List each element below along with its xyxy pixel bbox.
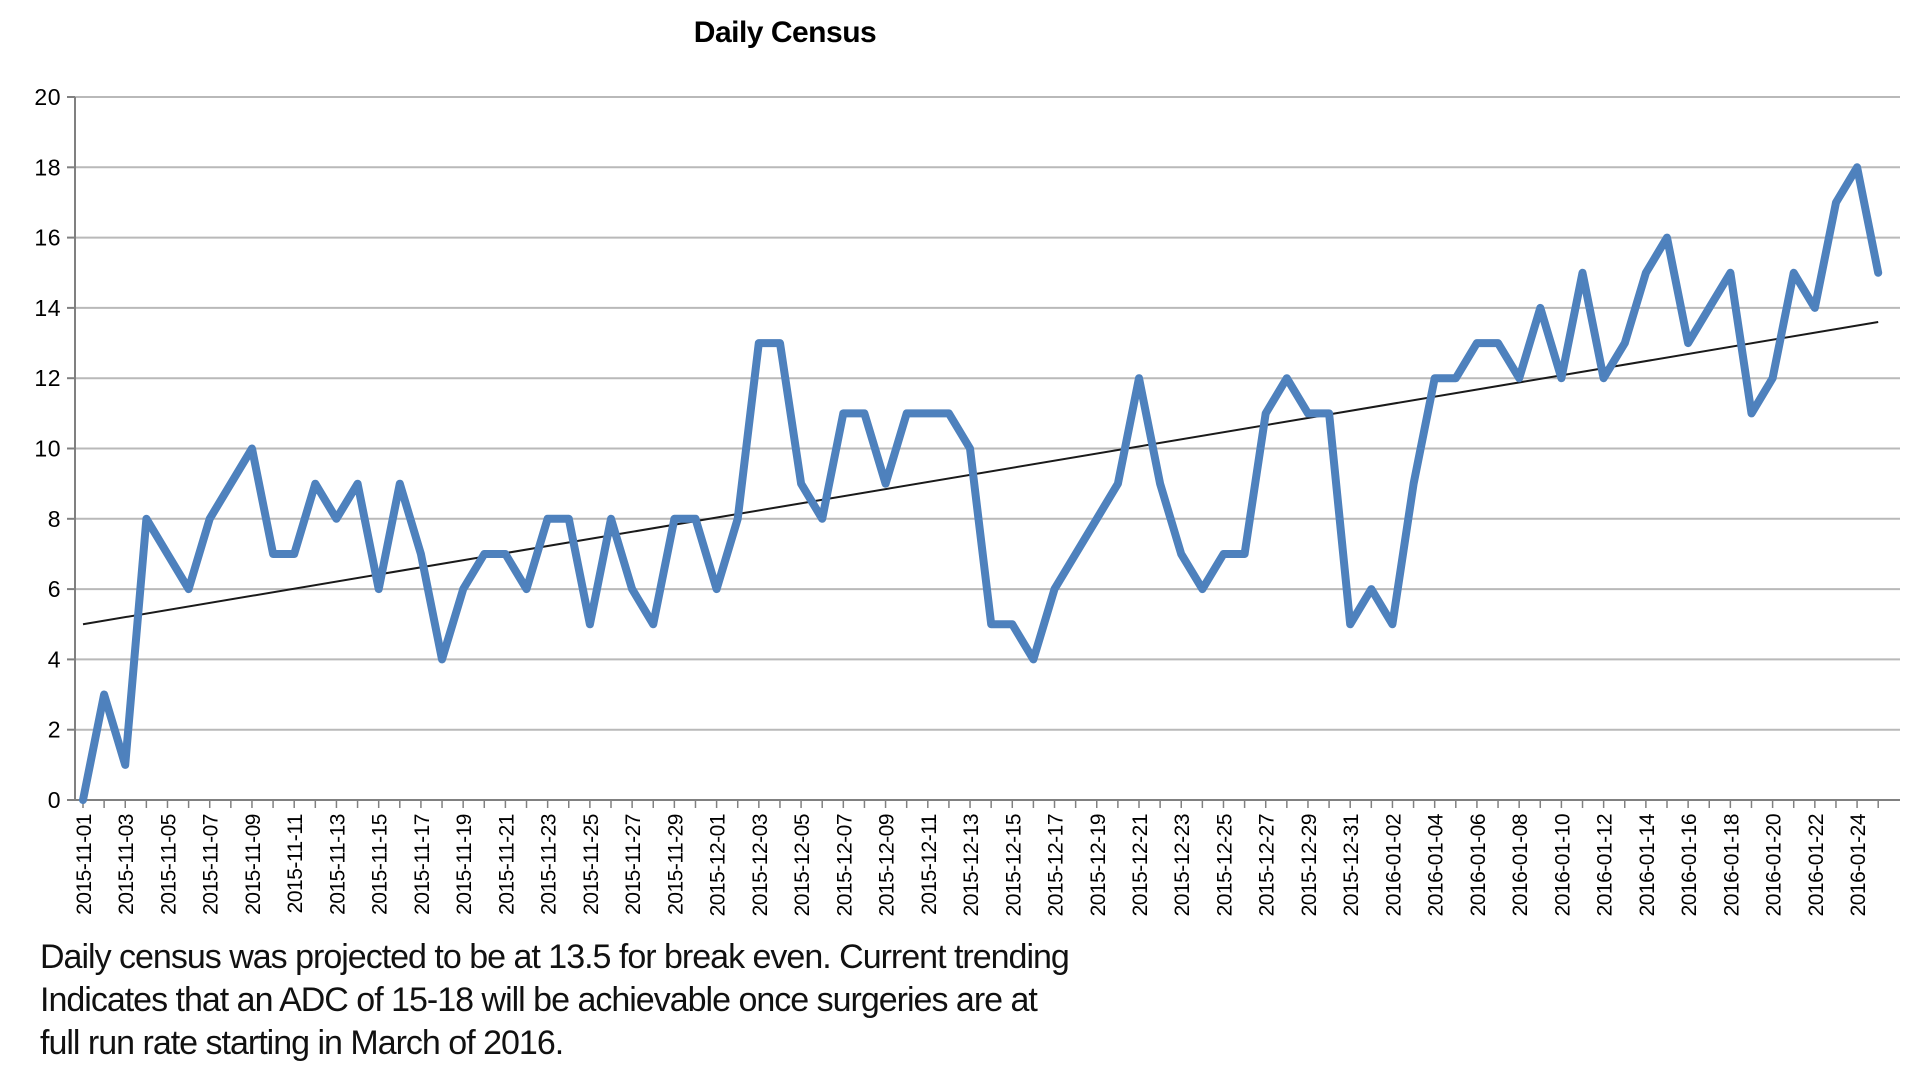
annotation-line-2: Indicates that an ADC of 15-18 will be a…	[40, 981, 1038, 1019]
x-axis-label: 2015-12-25	[1213, 814, 1236, 916]
annotation-text: Daily census was projected to be at 13.5…	[40, 936, 1070, 1065]
x-axis-label: 2016-01-02	[1382, 814, 1405, 916]
x-axis-label: 2015-11-19	[453, 814, 476, 915]
x-axis-label: 2016-01-06	[1467, 814, 1490, 916]
x-axis-label: 2015-11-23	[538, 814, 561, 915]
y-axis-label: 6	[48, 576, 61, 602]
annotation-line-3: full run rate starting in March of 2016.	[40, 1024, 564, 1062]
x-axis-label: 2016-01-10	[1551, 814, 1574, 916]
x-axis-label: 2015-12-07	[833, 814, 856, 916]
y-axis-label: 2	[48, 717, 61, 743]
x-axis-label: 2015-12-21	[1129, 814, 1152, 916]
y-axis-label: 4	[48, 646, 61, 672]
x-axis-label: 2015-12-19	[1087, 814, 1110, 916]
x-axis-label: 2016-01-24	[1847, 813, 1870, 916]
x-axis-label: 2015-11-21	[495, 814, 518, 915]
x-axis-label: 2016-01-08	[1509, 814, 1532, 916]
x-axis-label: 2016-01-20	[1763, 814, 1786, 916]
x-axis-label: 2016-01-18	[1720, 814, 1743, 916]
y-axis-label: 10	[34, 436, 61, 462]
x-axis-label: 2016-01-22	[1805, 814, 1828, 916]
x-axis-label: 2015-12-03	[749, 814, 772, 916]
x-axis-label: 2015-12-29	[1298, 814, 1321, 916]
x-axis-label: 2016-01-16	[1678, 814, 1701, 916]
annotation-line-1: Daily census was projected to be at 13.5…	[40, 938, 1070, 976]
y-axis-label: 18	[34, 154, 61, 180]
x-axis-label: 2015-11-11	[284, 814, 307, 913]
y-axis-label: 16	[34, 225, 61, 251]
census-line	[79, 163, 1883, 804]
daily-census-chart: 0 2 4 6 8 10 12 14 16 18 20 2015-11-01 2015-11-03 201…	[34, 84, 1900, 916]
x-axis-label: 2015-12-01	[707, 814, 730, 916]
x-axis-label: 2015-11-09	[242, 814, 265, 915]
y-axis-label: 12	[34, 365, 61, 391]
x-axis-label: 2015-12-27	[1256, 814, 1279, 916]
x-axis-label: 2015-12-09	[876, 814, 899, 916]
x-axis-label: 2015-11-01	[73, 814, 96, 915]
x-axis-label: 2015-12-15	[1002, 814, 1025, 916]
x-axis-label: 2015-12-11	[918, 814, 941, 915]
y-axis-label: 20	[34, 84, 61, 110]
x-axis-label: 2015-12-31	[1340, 814, 1363, 916]
x-axis-label: 2015-11-07	[200, 814, 223, 915]
x-axis-label: 2015-11-13	[326, 814, 349, 915]
x-axis-label: 2016-01-04	[1425, 813, 1448, 916]
x-axis-label: 2015-11-27	[622, 814, 645, 915]
x-axis-label: 2015-12-13	[960, 814, 983, 916]
x-axis-label: 2015-11-05	[157, 814, 180, 915]
chart-title: Daily Census	[693, 16, 877, 49]
y-axis-label: 8	[48, 506, 61, 532]
x-axis-label: 2015-11-29	[664, 814, 687, 915]
y-axis-label: 0	[48, 787, 61, 813]
x-axis-label: 2015-12-05	[791, 814, 814, 916]
x-axis-label: 2015-11-03	[115, 814, 138, 915]
x-axis-label: 2015-12-23	[1171, 814, 1194, 916]
x-axis-label: 2015-11-15	[369, 814, 392, 915]
y-axis-label: 14	[34, 295, 61, 321]
x-axis-label: 2015-11-25	[580, 814, 603, 915]
x-axis-label: 2015-11-17	[411, 814, 434, 915]
x-axis-label: 2016-01-14	[1636, 813, 1659, 916]
x-axis-label: 2016-01-12	[1594, 814, 1617, 916]
x-axis-label: 2015-12-17	[1045, 814, 1068, 916]
